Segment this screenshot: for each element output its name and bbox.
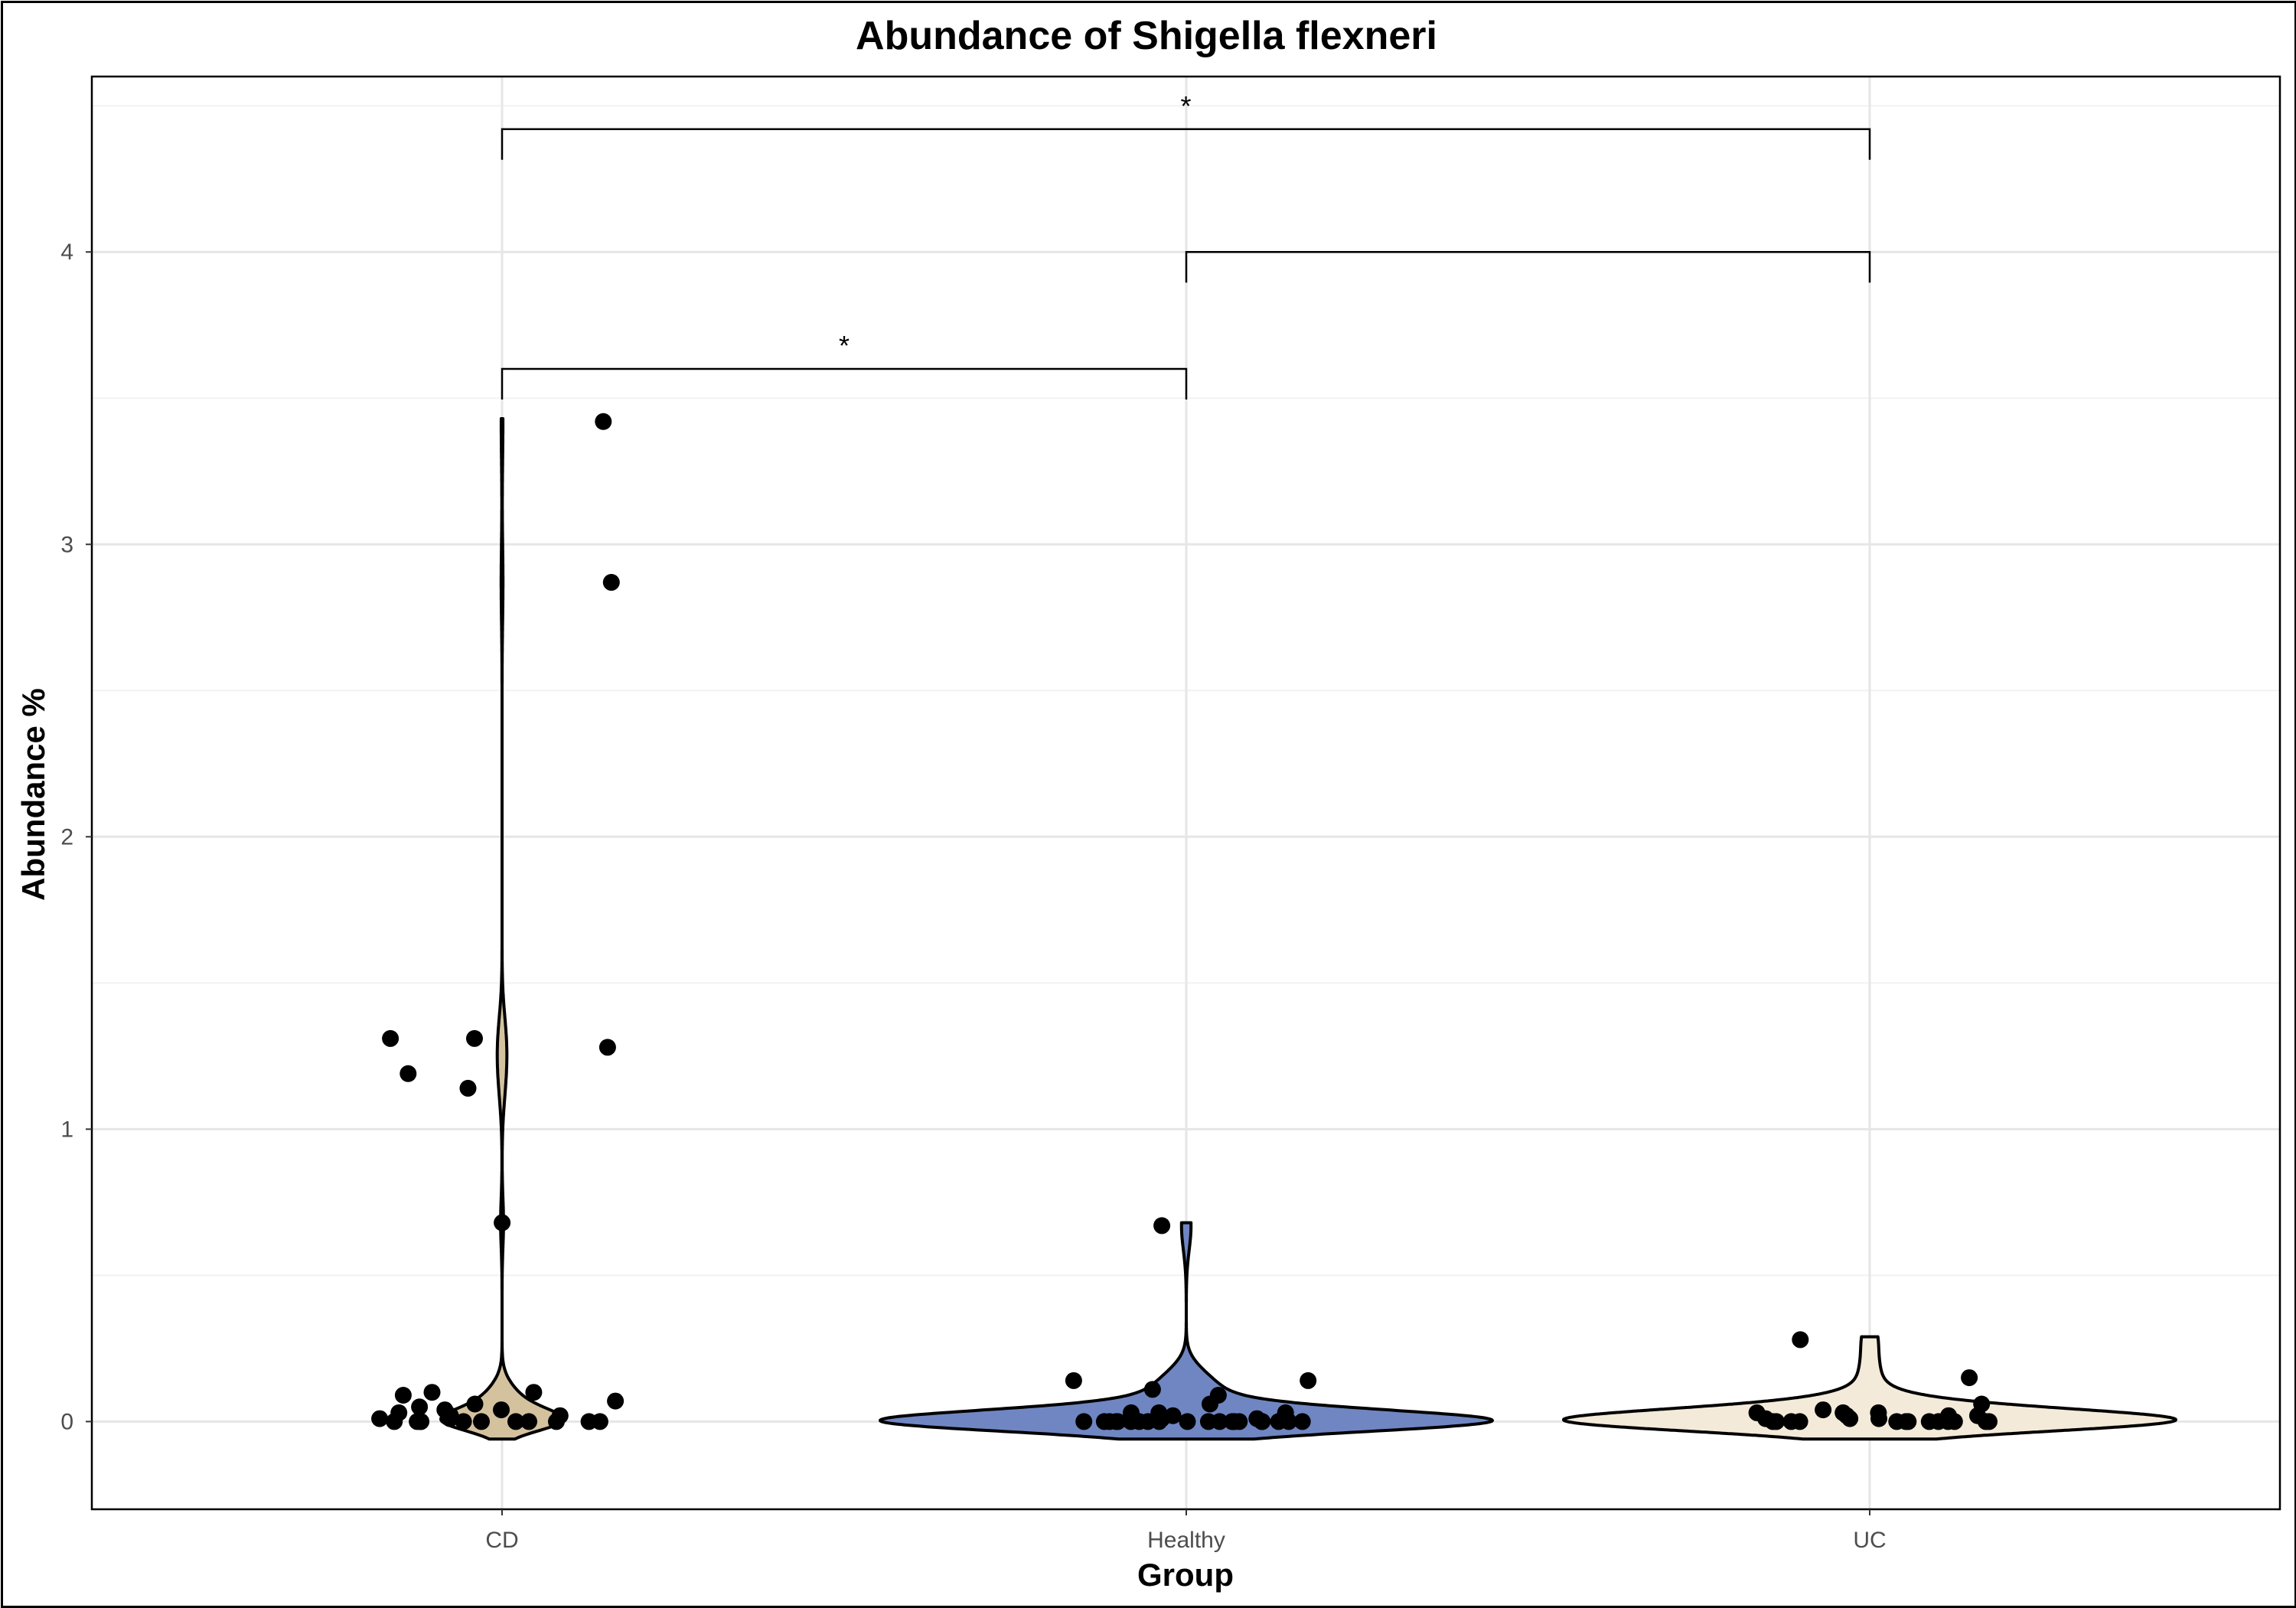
significance-brackets: ** bbox=[501, 90, 1871, 400]
data-point bbox=[400, 1065, 417, 1082]
data-point bbox=[1961, 1369, 1978, 1387]
data-point bbox=[1792, 1331, 1809, 1349]
y-tick-label: 4 bbox=[60, 240, 73, 265]
data-point bbox=[1270, 1413, 1287, 1430]
data-point bbox=[423, 1384, 441, 1401]
violin-healthy bbox=[879, 1221, 1494, 1441]
data-point bbox=[1153, 1217, 1171, 1235]
data-point bbox=[466, 1029, 483, 1047]
data-point bbox=[1888, 1413, 1906, 1430]
data-point bbox=[602, 573, 620, 591]
data-point bbox=[394, 1387, 412, 1404]
data-point bbox=[371, 1410, 389, 1427]
data-point bbox=[598, 1039, 616, 1056]
data-point bbox=[1782, 1413, 1800, 1430]
data-point bbox=[607, 1392, 625, 1410]
data-point bbox=[411, 1398, 429, 1416]
comparison-bracket bbox=[501, 367, 1188, 400]
data-point bbox=[595, 413, 612, 430]
data-point bbox=[1929, 1413, 1947, 1430]
x-axis-title: Group bbox=[1137, 1557, 1234, 1593]
data-point bbox=[1815, 1401, 1832, 1419]
violin-chart: Abundance of Shigella flexneri ** 01234 … bbox=[15, 14, 2281, 1593]
data-point bbox=[386, 1413, 403, 1430]
data-point bbox=[442, 1410, 458, 1427]
violin-shapes bbox=[439, 417, 2177, 1441]
y-tick-label: 2 bbox=[60, 824, 73, 850]
data-point bbox=[1211, 1413, 1228, 1430]
data-point bbox=[409, 1413, 426, 1430]
data-point bbox=[1095, 1413, 1113, 1430]
significance-label: * bbox=[1180, 90, 1191, 122]
data-point bbox=[1143, 1381, 1161, 1398]
data-point bbox=[1254, 1413, 1271, 1430]
y-tick-label: 3 bbox=[60, 532, 73, 557]
data-point bbox=[493, 1401, 510, 1419]
x-tick-label: Healthy bbox=[1147, 1528, 1225, 1553]
data-point bbox=[494, 1214, 511, 1231]
data-point bbox=[525, 1384, 543, 1401]
data-point bbox=[1139, 1413, 1156, 1430]
data-point bbox=[1870, 1410, 1887, 1427]
y-tick-label: 1 bbox=[60, 1117, 73, 1142]
data-point bbox=[1223, 1413, 1241, 1430]
comparison-bracket bbox=[1185, 250, 1871, 283]
data-point bbox=[1075, 1413, 1093, 1430]
data-point bbox=[466, 1395, 484, 1413]
significance-label: * bbox=[839, 330, 850, 361]
data-point bbox=[548, 1413, 565, 1430]
data-point bbox=[1109, 1413, 1127, 1430]
data-point bbox=[520, 1413, 537, 1430]
y-axis-ticks: 0 1 2 3 4 bbox=[60, 240, 92, 1434]
data-point bbox=[1293, 1413, 1311, 1430]
data-point bbox=[382, 1029, 400, 1047]
x-tick-label: CD bbox=[485, 1528, 518, 1553]
data-point bbox=[1981, 1413, 1998, 1430]
data-point bbox=[580, 1413, 598, 1430]
data-point bbox=[1179, 1413, 1196, 1430]
y-tick-label: 0 bbox=[60, 1409, 73, 1434]
violin-uc bbox=[1562, 1335, 2177, 1441]
data-point bbox=[1841, 1410, 1859, 1427]
data-point bbox=[1065, 1372, 1082, 1389]
data-point bbox=[455, 1413, 472, 1430]
y-axis-title: Abundance % bbox=[15, 688, 51, 901]
data-point bbox=[1300, 1372, 1317, 1389]
data-point bbox=[1202, 1395, 1218, 1413]
x-axis-ticks: CD Healthy UC bbox=[485, 1509, 1887, 1553]
violin-cd bbox=[439, 417, 565, 1441]
data-point bbox=[507, 1413, 524, 1430]
data-point bbox=[473, 1413, 490, 1430]
jitter-points bbox=[371, 413, 1998, 1430]
data-point bbox=[1768, 1413, 1785, 1430]
chart-title: Abundance of Shigella flexneri bbox=[856, 14, 1437, 58]
data-point bbox=[459, 1079, 477, 1097]
x-tick-label: UC bbox=[1853, 1528, 1886, 1553]
comparison-bracket bbox=[501, 128, 1871, 160]
